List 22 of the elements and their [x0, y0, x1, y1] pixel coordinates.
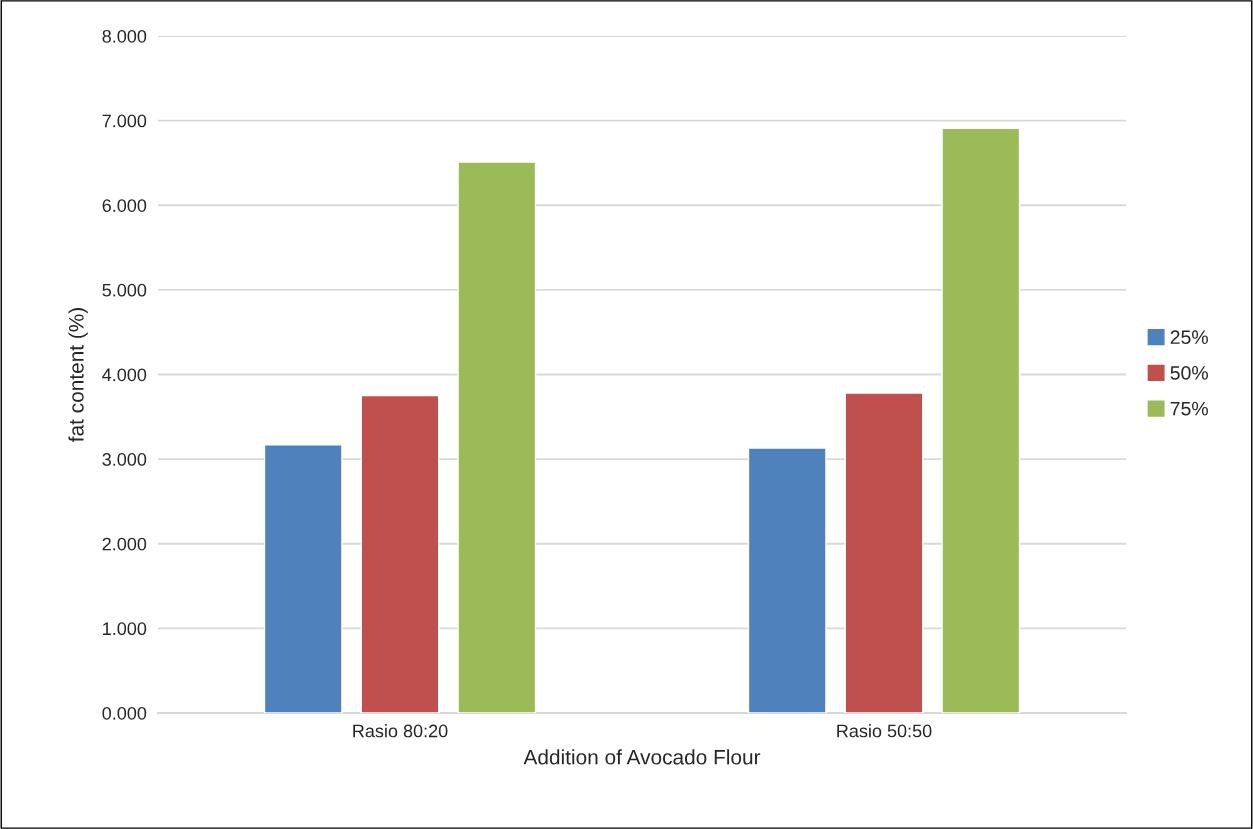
y-tick-label: 5.000: [102, 283, 147, 297]
y-tick-label: 7.000: [102, 114, 147, 128]
bar: [747, 447, 827, 713]
x-tick-label: Rasio 50:50: [837, 724, 932, 738]
y-axis-title: fat content (%): [68, 308, 88, 442]
bar: [844, 392, 924, 713]
y-tick-label: 3.000: [102, 453, 147, 466]
legend-label: 50%: [1170, 366, 1208, 380]
x-axis-title: Addition of Avocado Flour: [523, 749, 761, 765]
legend-label: 25%: [1170, 330, 1208, 345]
y-tick-label: 2.000: [102, 537, 147, 551]
y-tick-label: 0.000: [102, 706, 147, 720]
bar: [941, 127, 1021, 713]
bar: [360, 394, 440, 713]
y-tick-label: 6.000: [102, 199, 147, 212]
legend-label: 75%: [1170, 401, 1208, 416]
x-tick-label: Rasio 80:20: [353, 724, 448, 738]
y-tick-label: 4.000: [102, 368, 147, 382]
bar: [457, 161, 537, 713]
bar: [263, 444, 343, 713]
y-tick-label: 1.000: [103, 622, 147, 636]
y-tick-label: 8.000: [102, 29, 147, 43]
